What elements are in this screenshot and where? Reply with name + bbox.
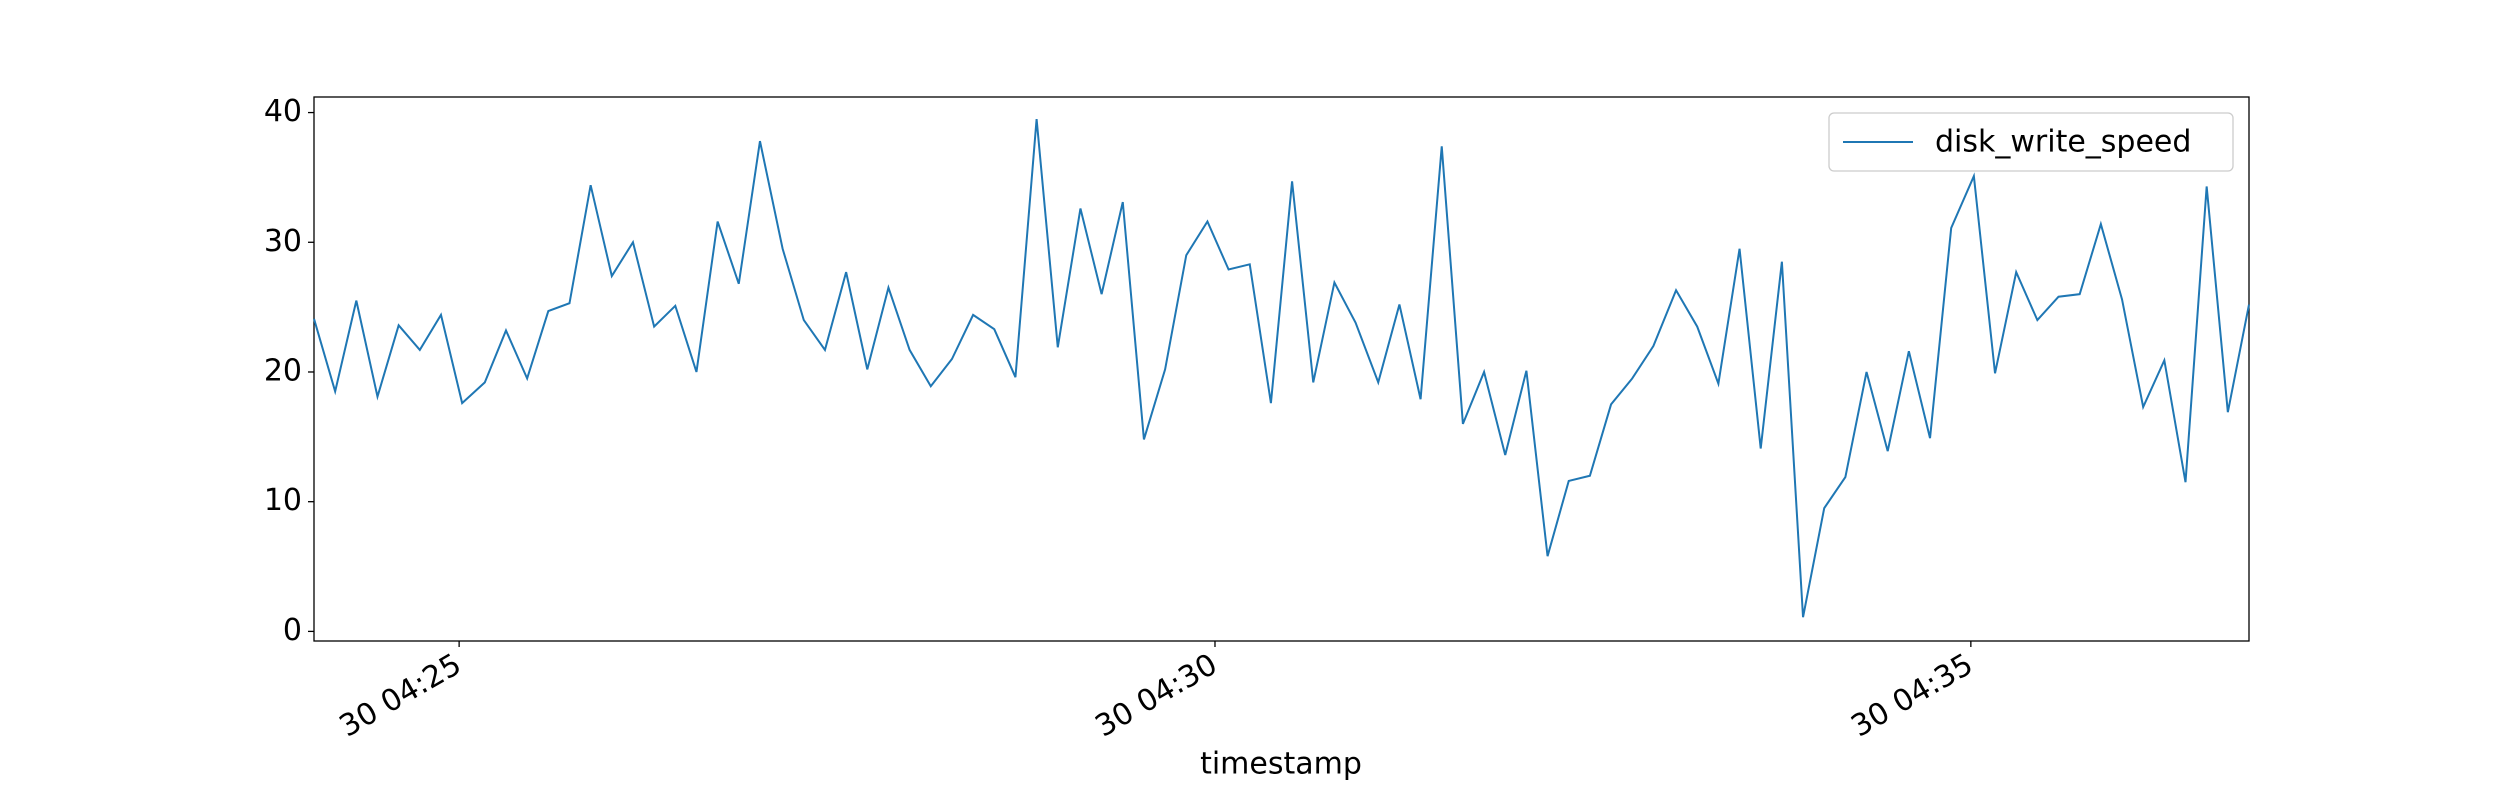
data-line [313,118,2250,618]
x-tick-label: 30 04:35 [1845,647,1979,744]
y-tick-label: 0 [283,613,302,648]
x-tick-label: 30 04:25 [334,647,468,744]
legend-box [1828,112,2234,172]
y-tick-label: 10 [264,483,302,518]
y-tick-label: 20 [264,353,302,388]
x-axis-label: timestamp [1200,747,1362,782]
x-tick-label: 30 04:30 [1090,647,1224,744]
y-tick-label: 30 [264,224,302,259]
y-tick-label: 40 [264,94,302,129]
legend-label: disk_write_speed [1935,125,2191,160]
plot-frame [313,96,2250,642]
